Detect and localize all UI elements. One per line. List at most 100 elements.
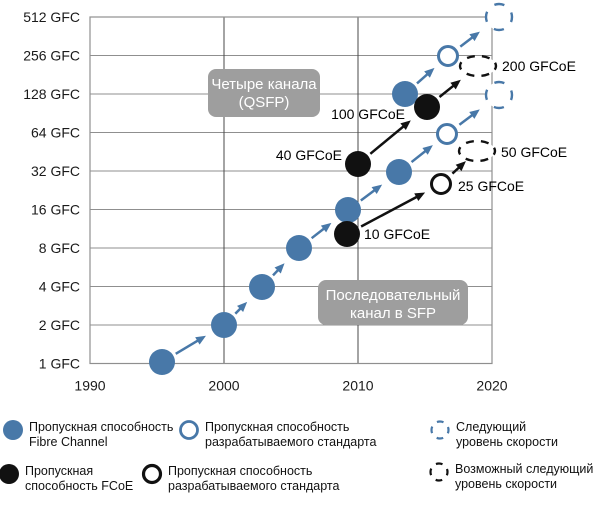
data-point-filled — [211, 312, 237, 338]
trend-arrow-head — [469, 31, 480, 42]
y-tick-label: 256 GFC — [23, 48, 80, 64]
trend-arrow-line — [310, 226, 327, 240]
data-point-filled — [286, 235, 312, 261]
legend-label: Пропускная способность разрабатываемого … — [205, 417, 376, 450]
y-tick-label: 16 GFC — [31, 202, 80, 218]
trend-arrow-line — [369, 123, 407, 155]
legend-label: Следующий уровень скорости — [456, 417, 558, 450]
data-point-open — [430, 173, 452, 195]
legend-label-line: разрабатываемого стандарта — [205, 435, 377, 449]
legend-label-line: Пропускная способность — [168, 464, 313, 478]
data-point-filled — [392, 81, 418, 107]
trend-arrow-head — [400, 120, 411, 131]
series-points — [149, 80, 514, 375]
legend-label-line: Возможный следующий — [455, 462, 594, 476]
series-arrows — [360, 161, 466, 228]
trend-arrow-head — [371, 184, 383, 194]
legend-label-line: Пропускная — [25, 464, 94, 478]
trend-arrow-head — [422, 145, 433, 155]
point-label: 50 GFCoE — [501, 144, 567, 160]
data-point-filled — [249, 274, 275, 300]
trend-arrow-line — [438, 83, 457, 98]
data-point-filled — [345, 151, 371, 177]
annotation-text: (QSFP) — [239, 94, 290, 111]
annotation-text: канал в SFP — [350, 305, 436, 322]
x-tick-label: 1990 — [74, 378, 105, 394]
y-tick-label: 128 GFC — [23, 86, 80, 102]
data-point-dashed-ellipse — [458, 54, 498, 78]
fcoe-filled-circle-icon — [0, 464, 19, 484]
plot-border — [89, 16, 493, 365]
legend-label-line: уровень скорости — [455, 477, 558, 491]
data-point-dashed-ellipse — [457, 139, 497, 163]
series-arrows — [416, 31, 480, 85]
legend-label: Возможный следующий уровень скорости — [455, 459, 593, 492]
data-point-filled — [414, 94, 440, 120]
y-tick-label: 1 GFC — [39, 356, 80, 372]
legend-item-fc-throughput: Пропускная способность Fibre Channel — [0, 417, 173, 450]
trend-arrow-head — [455, 161, 466, 172]
series-arrows — [175, 109, 480, 355]
legend-label-line: способность FCoE — [25, 479, 134, 493]
y-tick-label: 8 GFC — [39, 240, 80, 256]
point-label: 40 GFCoE — [276, 147, 342, 163]
chart-plot: 512 GFC 256 GFC 128 GFC 64 GFC 32 GFC 16 GFC 8… — [23, 2, 576, 394]
trend-arrow-head — [450, 79, 461, 90]
trend-arrow-line — [175, 338, 201, 355]
annotation-box: Четыре канала(QSFP) — [208, 69, 320, 117]
point-label: 100 GFCoE — [331, 106, 405, 122]
annotation-text: Четыре канала — [211, 76, 317, 93]
trend-arrow-head — [237, 301, 248, 312]
y-tick-label: 512 GFC — [23, 9, 80, 25]
legend-label: Пропускная способность Fibre Channel — [29, 417, 173, 450]
fc-open-circle-icon — [179, 420, 199, 440]
trend-arrow-head — [320, 222, 332, 233]
y-tick-label: 2 GFC — [39, 317, 80, 333]
fcoe-open-circle-icon — [141, 463, 163, 485]
x-tick-label: 2020 — [476, 378, 507, 394]
series-arrows — [369, 79, 461, 155]
series-points — [392, 2, 514, 107]
legend-label-line: Пропускная способность — [205, 420, 350, 434]
legend-label-line: Следующий — [456, 420, 527, 434]
fc-filled-circle-icon — [3, 420, 23, 440]
legend-item-fcoe-possible-next-speed-level: Возможный следующий уровень скорости — [426, 459, 593, 492]
trend-arrow-line — [410, 148, 429, 164]
legend-label-line: разрабатываемого стандарта — [168, 479, 340, 493]
data-point-open — [437, 45, 459, 67]
y-tick-label: 64 GFC — [31, 125, 80, 141]
x-tick-label: 2000 — [208, 378, 239, 394]
data-point-filled — [334, 221, 360, 247]
legend-label-line: Fibre Channel — [29, 435, 108, 449]
data-point-filled — [386, 159, 412, 185]
fcoe-dashed-circle-icon — [429, 462, 449, 482]
legend-item-fcoe-throughput: Пропускная способность FCoE — [0, 461, 133, 494]
trend-arrow-line — [360, 194, 420, 228]
y-tick-label: 4 GFC — [39, 279, 80, 295]
annotation-text: Последовательный — [326, 287, 461, 304]
trend-arrow-head — [424, 67, 435, 78]
x-tick-label: 2010 — [342, 378, 373, 394]
series-points: 10 GFCoE 25 GFCoE 50 GFCoE — [334, 139, 567, 247]
legend-item-fc-developing-standard: Пропускная способность разрабатываемого … — [176, 417, 376, 450]
trend-arrow-head — [274, 263, 285, 274]
legend-label: Пропускная способность разрабатываемого … — [168, 461, 339, 494]
point-label: 200 GFCoE — [502, 58, 576, 74]
data-point-filled — [335, 197, 361, 223]
data-point-dashed — [484, 80, 514, 110]
data-point-filled — [149, 349, 175, 375]
legend-label-line: уровень скорости — [456, 435, 559, 449]
legend-label: Пропускная способность FCoE — [25, 461, 133, 494]
legend-label-line: Пропускная способность — [29, 420, 174, 434]
data-point-open — [436, 123, 458, 145]
trend-arrow-head — [414, 192, 426, 201]
fc-dashed-circle-icon — [430, 420, 450, 440]
trend-arrow-head — [195, 335, 206, 345]
y-tick-label: 32 GFC — [31, 163, 80, 179]
data-point-dashed — [484, 2, 514, 32]
point-label: 25 GFCoE — [458, 178, 524, 194]
point-label: 10 GFCoE — [364, 226, 430, 242]
trend-arrow-head — [469, 109, 480, 119]
